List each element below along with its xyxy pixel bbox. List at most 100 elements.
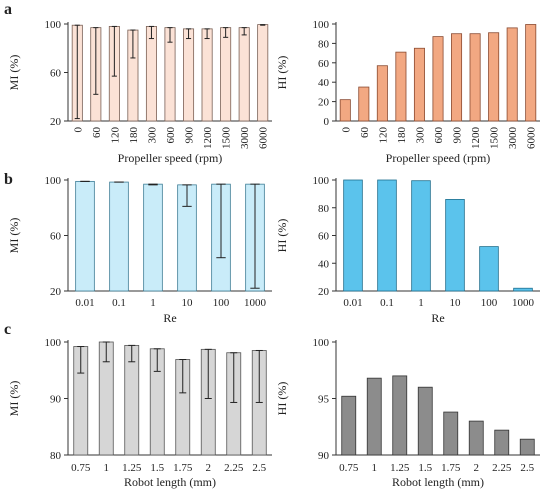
- x-tick-label: 100: [481, 297, 498, 309]
- x-tick-label: 1200: [470, 127, 482, 150]
- bar: [519, 438, 535, 456]
- y-tick-label: 60: [318, 231, 330, 243]
- x-tick-label: 1500: [221, 127, 233, 150]
- x-axis-title: Propeller speed (rpm): [386, 151, 491, 165]
- x-tick-label: 0.75: [339, 462, 359, 474]
- y-tick-label: 100: [313, 19, 330, 31]
- y-tick-label: 60: [318, 58, 330, 70]
- x-tick-label: 0.1: [380, 297, 394, 309]
- bar: [432, 36, 444, 122]
- bar: [109, 181, 129, 292]
- bar: [413, 47, 425, 122]
- bar: [443, 411, 459, 456]
- x-tick-label: 1000: [244, 297, 267, 309]
- y-tick-label: 80: [318, 38, 330, 50]
- x-tick-label: 3000: [507, 127, 519, 150]
- x-tick-label: 6000: [526, 127, 538, 150]
- x-tick-label: 100: [213, 297, 230, 309]
- bar: [183, 28, 195, 122]
- x-tick-label: 0.1: [112, 297, 126, 309]
- x-tick-label: 3000: [239, 127, 251, 150]
- bar: [469, 33, 481, 122]
- y-tick-label: 80: [318, 203, 330, 215]
- y-tick-label: 60: [50, 231, 62, 243]
- bar: [220, 27, 232, 122]
- x-tick-label: 900: [452, 127, 464, 144]
- bar: [376, 65, 388, 122]
- x-tick-label: 0.01: [343, 297, 362, 309]
- y-tick-label: 95: [318, 394, 330, 406]
- x-tick-label: 600: [165, 127, 177, 144]
- x-tick-label: 1: [104, 462, 110, 474]
- bar: [395, 51, 407, 122]
- bar: [339, 99, 351, 122]
- bar: [341, 395, 357, 456]
- y-tick-label: 0: [324, 116, 330, 128]
- bar: [358, 86, 370, 122]
- bar: [451, 33, 463, 122]
- bar: [257, 24, 269, 122]
- chart-c-left: 80 90 100 0.75 1 1.25 1.5 1.75 2 2.25 2.5 Robot len…: [7, 337, 272, 489]
- bar: [238, 27, 250, 122]
- y-tick-label: 100: [45, 19, 62, 31]
- x-tick-label: 900: [184, 127, 196, 144]
- y-tick-label: 40: [318, 258, 330, 270]
- y-tick-label: 40: [318, 77, 330, 89]
- y-axis-title: MI (%): [7, 381, 21, 417]
- bar: [411, 180, 431, 292]
- y-axis-title: HI (%): [275, 382, 289, 416]
- y-tick-label: 100: [313, 175, 330, 187]
- x-tick-label: 1.25: [122, 462, 142, 474]
- y-tick-label: 20: [318, 286, 330, 298]
- x-tick-label: 2.25: [492, 462, 512, 474]
- x-axis-title: Robot length (mm): [392, 475, 484, 489]
- y-axis-title: HI (%): [275, 56, 289, 90]
- y-tick-label: 100: [45, 175, 62, 187]
- bar: [143, 183, 163, 292]
- x-tick-label: 10: [182, 297, 194, 309]
- bar: [506, 27, 518, 122]
- x-tick-label: 1200: [202, 127, 214, 150]
- x-tick-label: 120: [377, 127, 389, 144]
- x-tick-label: 1.5: [418, 462, 432, 474]
- bar: [513, 287, 533, 292]
- bar: [377, 179, 397, 292]
- y-tick-label: 20: [318, 97, 330, 109]
- bar: [201, 28, 213, 122]
- chart-b-left: 20 60 100 0.01 0.1 1 10 100 1000 Re MI (%): [7, 175, 272, 325]
- bar: [479, 246, 499, 292]
- x-axis-title: Re: [431, 311, 444, 325]
- x-tick-label: 1.5: [150, 462, 164, 474]
- chart-a-left: 20 60 100 0 60 120 180 300 600 900 1200 1500 3000 600…: [7, 19, 272, 165]
- x-tick-label: 120: [109, 127, 121, 144]
- panel-label-b: b: [4, 171, 13, 188]
- x-tick-label: 300: [146, 127, 158, 144]
- x-tick-label: 1: [150, 297, 156, 309]
- bar: [488, 32, 500, 122]
- y-tick-label: 100: [45, 337, 62, 349]
- x-axis-title: Robot length (mm): [124, 475, 216, 489]
- y-tick-label: 20: [50, 116, 62, 128]
- chart-b-right: 20 40 60 80 100 0.01 0.1 1 10 100 1000 Re HI (%): [275, 175, 540, 325]
- x-tick-label: 2.5: [252, 462, 266, 474]
- bar: [366, 377, 382, 456]
- y-axis-title: MI (%): [7, 218, 21, 254]
- y-tick-label: 90: [318, 450, 330, 462]
- panel-label-a: a: [4, 1, 12, 18]
- y-tick-label: 90: [50, 394, 62, 406]
- bar: [525, 24, 537, 122]
- x-tick-label: 0.75: [71, 462, 91, 474]
- x-tick-label: 10: [450, 297, 462, 309]
- chart-c-right: 90 95 100 0.75 1 1.25 1.5 1.75 2 2.25 2.5 Robot len…: [275, 337, 540, 489]
- x-tick-label: 180: [396, 127, 408, 144]
- x-axis-title: Re: [163, 311, 176, 325]
- x-tick-label: 1.75: [441, 462, 461, 474]
- x-tick-label: 1: [418, 297, 424, 309]
- x-tick-label: 300: [414, 127, 426, 144]
- x-axis-title: Propeller speed (rpm): [118, 151, 223, 165]
- y-tick-label: 80: [50, 450, 62, 462]
- x-tick-label: 2: [206, 462, 212, 474]
- x-tick-label: 2.25: [224, 462, 244, 474]
- x-tick-label: 2: [474, 462, 480, 474]
